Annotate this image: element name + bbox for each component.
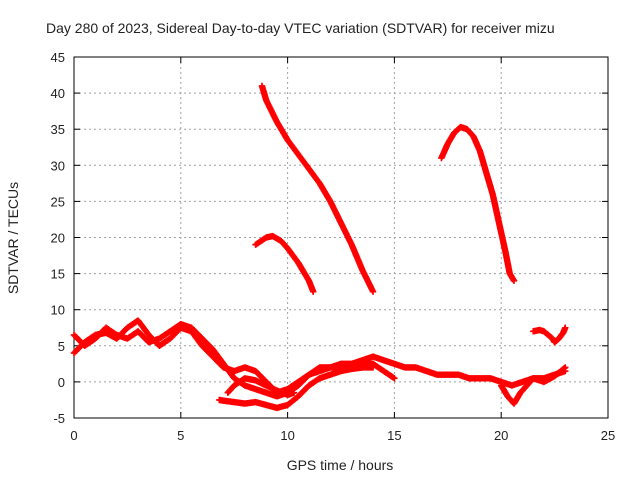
y-tick-label: 0 — [58, 375, 65, 390]
x-tick-label: 5 — [177, 428, 184, 443]
series-track-9 — [498, 364, 569, 407]
chart-title: Day 280 of 2023, Sidereal Day-to-day VTE… — [46, 20, 555, 36]
y-tick-label: 5 — [58, 339, 65, 354]
data-point-marker — [310, 288, 317, 295]
series-track-7 — [438, 123, 518, 285]
series-track-6 — [258, 82, 377, 295]
x-tick-label: 25 — [601, 428, 615, 443]
y-tick-label: 20 — [51, 231, 65, 246]
data-point-marker — [562, 324, 569, 331]
y-tick-label: 45 — [51, 50, 65, 65]
series-track-5 — [252, 232, 317, 295]
series-track-3 — [216, 364, 377, 412]
series-track-8 — [530, 324, 569, 346]
series-track-2 — [70, 320, 398, 400]
series-track-4 — [224, 375, 298, 399]
data-point-marker — [510, 277, 518, 285]
x-axis-title: GPS time / hours — [287, 457, 394, 473]
data-point-marker — [562, 364, 569, 371]
data-point-marker — [369, 288, 377, 295]
y-tick-label: 10 — [51, 303, 65, 318]
data-point-marker — [391, 375, 398, 382]
y-tick-label: 30 — [51, 158, 65, 173]
data-point-marker — [290, 389, 298, 396]
y-tick-label: -5 — [53, 411, 65, 426]
y-tick-label: 35 — [51, 122, 65, 137]
x-tick-label: 20 — [494, 428, 508, 443]
data-point-marker — [369, 364, 377, 371]
y-tick-label: 40 — [51, 86, 65, 101]
x-tick-label: 15 — [387, 428, 401, 443]
x-tick-label: 10 — [280, 428, 294, 443]
series-group — [70, 82, 569, 412]
y-tick-label: 25 — [51, 194, 65, 209]
y-axis: -5 0 5 10 15 20 25 30 35 40 45 — [51, 50, 608, 426]
x-axis: 0 5 10 15 20 25 — [70, 57, 615, 443]
y-tick-label: 15 — [51, 267, 65, 282]
x-tick-label: 0 — [70, 428, 77, 443]
y-axis-title: SDTVAR / TECUs — [5, 182, 21, 294]
